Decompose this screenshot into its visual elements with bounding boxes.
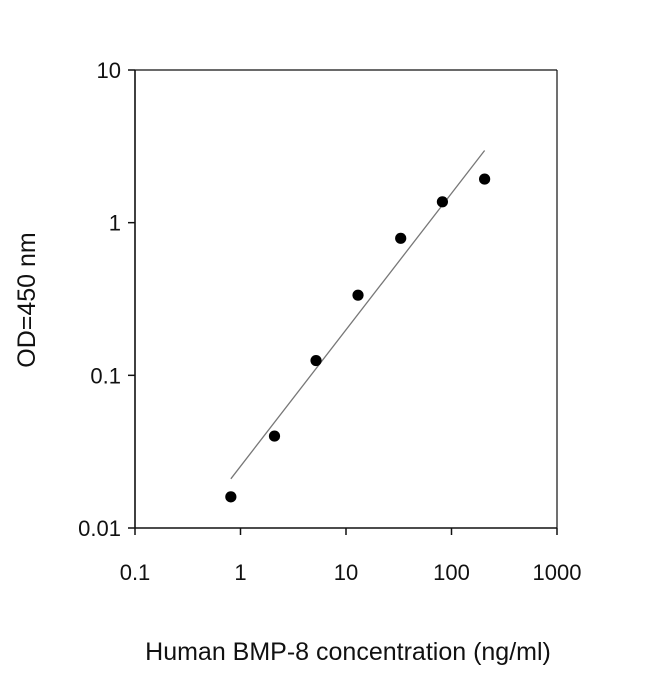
data-point — [479, 173, 491, 185]
y-tick-label: 1 — [109, 211, 121, 236]
x-tick-label: 0.1 — [120, 560, 151, 585]
data-point — [352, 289, 364, 301]
data-point — [268, 430, 281, 442]
data-point — [436, 196, 449, 208]
x-tick-label: 1 — [234, 560, 246, 585]
y-axis-title: OD=450 nm — [13, 232, 41, 368]
x-axis-ticks: 0.1 1 10 100 1000 — [120, 528, 582, 585]
y-tick-label: 10 — [97, 58, 121, 83]
data-point — [395, 232, 407, 244]
data-point — [310, 354, 322, 367]
y-tick-label: 0.01 — [78, 516, 121, 541]
y-tick-label: 0.1 — [90, 363, 121, 388]
x-tick-label: 1000 — [533, 560, 582, 585]
x-tick-label: 100 — [433, 560, 470, 585]
data-point — [225, 491, 237, 503]
x-tick-label: 10 — [334, 560, 358, 585]
data-points — [225, 173, 491, 503]
y-axis-ticks: 0.01 0.1 1 10 — [78, 58, 135, 541]
x-axis-title: Human BMP-8 concentration (ng/ml) — [145, 638, 551, 666]
